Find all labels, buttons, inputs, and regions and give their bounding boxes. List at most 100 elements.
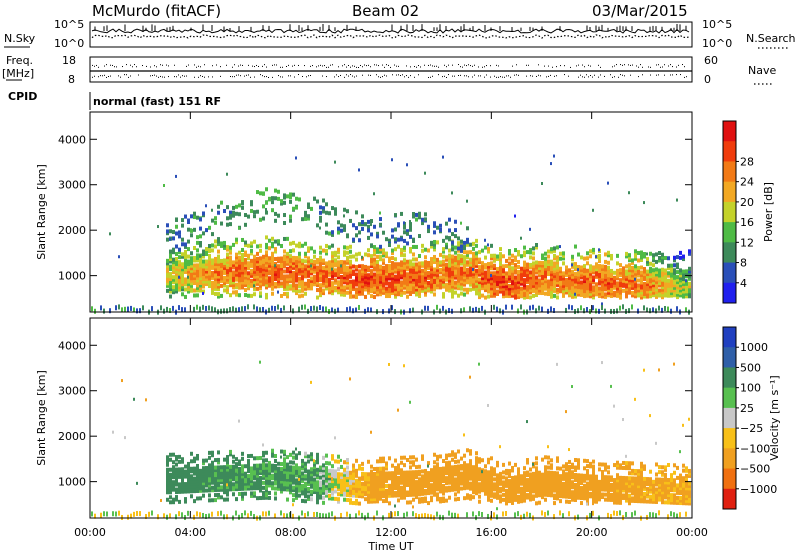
data-cell: [250, 263, 253, 268]
data-cell: [181, 272, 184, 277]
data-cell: [517, 259, 520, 264]
data-cell: [436, 262, 439, 267]
data-cell: [688, 266, 691, 271]
data-cell: [163, 513, 165, 519]
data-cell: [571, 279, 574, 284]
data-cell: [241, 247, 244, 252]
data-cell: [538, 260, 541, 265]
data-cell: [601, 276, 604, 281]
data-cell: [220, 276, 223, 281]
data-cell: [379, 211, 381, 215]
data-cell: [166, 514, 168, 520]
data-cell: [208, 246, 211, 251]
data-cell: [346, 473, 349, 478]
data-cell: [184, 252, 187, 257]
data-cell: [430, 284, 433, 289]
data-cell: [403, 265, 406, 270]
data-cell: [265, 285, 268, 290]
data-cell: [499, 289, 502, 294]
data-cell: [319, 485, 322, 490]
data-cell: [172, 460, 175, 465]
data-cell: [214, 493, 217, 498]
data-cell: [349, 294, 352, 299]
data-cell: [292, 450, 295, 455]
data-cell: [343, 270, 346, 275]
data-cell: [334, 484, 337, 489]
data-cell: [562, 271, 565, 276]
data-cell: [607, 273, 610, 278]
data-cell: [499, 267, 502, 272]
data-cell: [307, 494, 310, 499]
data-cell: [409, 487, 412, 492]
data-cell: [175, 224, 178, 229]
data-cell: [232, 469, 235, 474]
data-cell: [601, 266, 604, 271]
data-cell: [547, 259, 550, 264]
data-cell: [586, 271, 589, 276]
data-cell: [298, 271, 301, 276]
nave-dot: [356, 75, 357, 77]
nave-dot: [414, 66, 415, 68]
data-cell: [517, 249, 520, 254]
data-cell: [475, 243, 478, 248]
data-cell: [454, 258, 457, 263]
data-cell: [283, 264, 286, 269]
data-cell: [208, 485, 211, 490]
data-cell: [397, 287, 400, 292]
data-cell: [469, 469, 472, 474]
data-cell: [325, 268, 328, 273]
data-cell: [466, 272, 469, 277]
data-cell: [253, 476, 256, 481]
data-cell: [439, 260, 442, 265]
data-cell: [271, 453, 274, 458]
data-cell: [415, 279, 418, 284]
data-cell: [346, 475, 349, 480]
data-cell: [436, 469, 439, 474]
data-cell: [433, 282, 436, 287]
data-cell: [292, 498, 295, 503]
data-cell: [427, 478, 430, 483]
data-cell: [256, 473, 259, 478]
data-cell: [262, 272, 265, 277]
data-cell: [481, 273, 484, 278]
nave-dot: [238, 74, 239, 76]
nave-dot: [292, 65, 293, 67]
data-cell: [295, 480, 298, 485]
data-cell: [394, 481, 397, 486]
data-cell: [502, 291, 505, 296]
data-cell: [217, 237, 220, 242]
data-cell: [289, 490, 292, 495]
data-cell: [226, 492, 229, 497]
data-cell: [409, 485, 412, 490]
data-cell: [658, 255, 661, 260]
data-cell: [232, 205, 235, 210]
data-cell: [376, 494, 379, 499]
data-cell: [211, 478, 214, 483]
data-cell: [286, 251, 289, 256]
data-cell: [631, 258, 634, 263]
data-cell: [289, 452, 292, 457]
nave-dot: [638, 66, 639, 68]
data-cell: [475, 276, 478, 281]
data-cell: [631, 275, 634, 280]
data-cell: [634, 249, 637, 254]
data-cell: [433, 259, 436, 264]
data-cell: [457, 464, 460, 469]
data-cell: [337, 287, 340, 292]
data-cell: [205, 481, 208, 486]
y-tick-label: 3000: [58, 179, 86, 192]
data-cell: [454, 265, 457, 270]
data-cell: [355, 257, 358, 262]
data-cell: [157, 225, 159, 229]
data-cell: [343, 277, 346, 282]
data-cell: [328, 211, 331, 216]
data-cell: [271, 269, 274, 274]
data-cell: [391, 488, 394, 493]
nave-dot: [516, 74, 517, 76]
data-cell: [400, 475, 403, 480]
data-cell: [355, 478, 358, 483]
data-cell: [664, 283, 667, 288]
data-cell: [439, 282, 442, 287]
data-cell: [304, 466, 307, 471]
data-cell: [445, 466, 448, 471]
